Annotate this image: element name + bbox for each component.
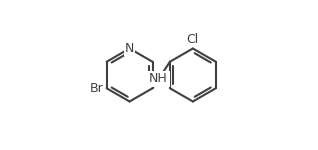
Text: NH: NH	[149, 72, 168, 86]
Text: Cl: Cl	[187, 33, 199, 46]
Text: N: N	[125, 42, 134, 55]
Text: Br: Br	[90, 82, 104, 95]
